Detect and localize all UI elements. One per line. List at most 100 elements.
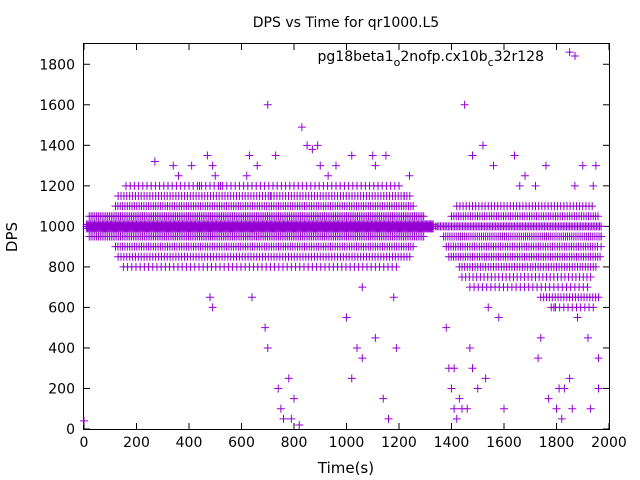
data-point: [419, 212, 428, 221]
y-tick-label: 400: [48, 341, 75, 357]
y-axis: 0 200 400 600 800 1000 1200 1400 1600 1800: [39, 57, 609, 438]
data-point: [521, 171, 529, 180]
data-point: [500, 404, 508, 413]
legend: pg18beta1o2nofp.cx10bc32r128: [318, 49, 579, 69]
data-point: [261, 323, 270, 332]
data-point: [358, 354, 367, 363]
legend-label-part: 2nofp.cx10b: [400, 49, 487, 65]
data-point: [463, 404, 472, 413]
legend-label-part: 32r128: [494, 49, 544, 65]
y-tick-label: 0: [66, 422, 75, 438]
data-point: [371, 333, 380, 342]
data-point: [248, 293, 256, 302]
y-tick-label: 1200: [39, 179, 75, 195]
data-point: [534, 354, 543, 363]
data-point: [297, 123, 306, 132]
y-axis-label: DPS: [3, 222, 21, 252]
data-point: [169, 161, 178, 170]
data-point: [271, 151, 280, 160]
data-point: [263, 100, 272, 109]
data-point: [442, 323, 451, 332]
x-tick-label: 0: [80, 435, 89, 451]
y-tick-label: 1800: [39, 57, 75, 73]
data-point: [560, 384, 569, 393]
data-point: [460, 100, 469, 109]
y-tick-label: 1400: [39, 138, 75, 154]
data-point: [374, 181, 382, 190]
y-tick-label: 200: [48, 381, 75, 397]
data-point: [80, 416, 88, 425]
legend-subscript: o: [394, 56, 401, 69]
data-point: [452, 414, 461, 423]
data-point: [568, 404, 577, 413]
data-point: [544, 394, 553, 403]
x-tick-label: 800: [281, 435, 308, 451]
data-point: [203, 151, 212, 160]
data-point: [379, 394, 388, 403]
data-point: [589, 303, 598, 312]
data-point: [274, 384, 283, 393]
data-point: [586, 404, 595, 413]
data-point: [253, 161, 262, 170]
x-tick-label: 1200: [381, 435, 417, 451]
data-point: [384, 414, 393, 423]
data-point: [324, 171, 333, 180]
data-point: [263, 343, 272, 352]
data-point: [211, 171, 220, 180]
x-tick-label: 600: [228, 435, 255, 451]
data-point: [536, 333, 545, 342]
legend-subscript: c: [488, 56, 494, 69]
data-point: [392, 262, 401, 271]
data-point: [266, 191, 275, 200]
data-point: [455, 394, 464, 403]
data-point: [419, 232, 428, 241]
data-point: [481, 374, 490, 383]
data-point: [515, 181, 524, 190]
data-point: [381, 151, 390, 160]
data-point: [573, 313, 582, 322]
data-point: [591, 161, 600, 170]
data-point: [586, 273, 595, 282]
y-tick-label: 800: [48, 260, 75, 276]
y-tick-label: 600: [48, 300, 75, 316]
data-point: [316, 161, 325, 170]
legend-label-part: pg18beta1: [318, 49, 394, 65]
series-points: [80, 48, 606, 429]
data-point: [284, 374, 293, 383]
data-point: [447, 384, 456, 393]
data-point: [578, 161, 587, 170]
data-point: [392, 343, 401, 352]
data-point: [371, 161, 380, 170]
y-tick-label: 1000: [39, 219, 75, 235]
data-point: [308, 145, 317, 154]
data-point: [557, 414, 566, 423]
data-point: [389, 293, 398, 302]
data-point: [150, 157, 159, 166]
data-point: [484, 303, 493, 312]
data-point: [473, 384, 482, 393]
data-point: [405, 252, 414, 261]
data-point: [313, 141, 322, 150]
data-point: [594, 384, 603, 393]
data-point: [303, 141, 312, 150]
data-point: [565, 374, 574, 383]
data-point: [353, 343, 361, 352]
x-tick-label: 1600: [486, 435, 522, 451]
data-point: [400, 191, 409, 200]
data-point: [597, 242, 606, 251]
x-axis: 0 200 400 600 800 1000 1200 1400 1600 1800 2000: [80, 44, 627, 451]
data-point: [245, 151, 254, 160]
data-point: [510, 151, 519, 160]
chart-title: DPS vs Time for qr1000.L5: [253, 15, 439, 31]
data-point: [552, 404, 561, 413]
data-point: [195, 181, 204, 190]
data-point: [409, 202, 418, 211]
data-point: [216, 181, 225, 190]
data-point: [594, 293, 603, 302]
x-tick-label: 400: [176, 435, 203, 451]
data-point: [450, 364, 459, 373]
data-point: [287, 414, 296, 423]
data-point: [358, 283, 367, 292]
